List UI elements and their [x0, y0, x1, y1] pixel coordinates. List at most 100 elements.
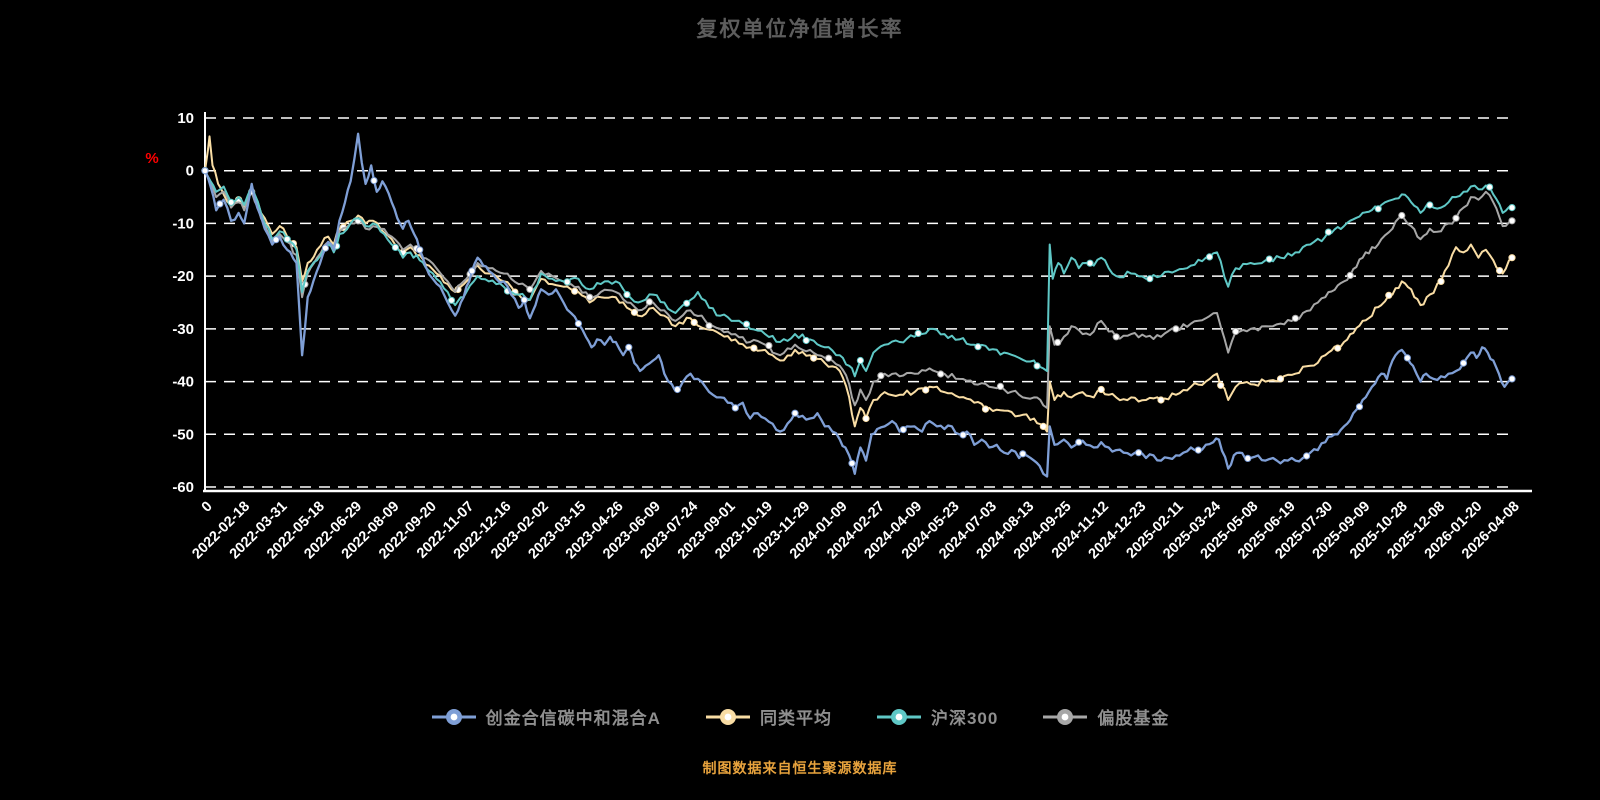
series-marker-dot	[216, 200, 224, 208]
y-tick-label: -50	[172, 426, 194, 443]
series-marker-dot	[1374, 205, 1382, 213]
series-marker-dot	[705, 322, 713, 330]
legend-label-peer-average: 同类平均	[759, 709, 832, 728]
series-marker-dot	[370, 177, 378, 185]
series-marker-dot	[1019, 450, 1027, 458]
series-marker-dot	[416, 246, 424, 254]
series-marker-dot	[272, 236, 280, 244]
x-tick-label: 0	[199, 499, 216, 516]
legend-item-peer-average[interactable]: 同类平均	[705, 704, 832, 729]
series-marker-dot	[974, 343, 982, 351]
y-tick-label: 0	[186, 163, 194, 180]
series-marker-dot	[1437, 277, 1445, 285]
series-marker-dot	[1135, 449, 1143, 457]
series-marker-dot	[914, 329, 922, 337]
legend-marker-icon	[705, 708, 750, 725]
series-marker-dot	[1054, 338, 1062, 346]
series-marker-dot	[1508, 254, 1516, 262]
series-marker-dot	[742, 320, 751, 328]
series-marker-dot	[1452, 214, 1460, 222]
series-marker-dot	[877, 372, 885, 380]
series-marker-dot	[1459, 359, 1468, 367]
series-marker-dot	[1403, 354, 1412, 362]
y-tick-label: -20	[172, 268, 194, 285]
data-source-caption: 制图数据来自恒生聚源数据库	[702, 760, 898, 776]
legend-label-hs300: 沪深300	[930, 709, 999, 728]
series-marker-dot	[673, 385, 682, 394]
series-marker-dot	[937, 370, 945, 378]
series-marker-dot	[1508, 204, 1516, 212]
y-tick-label: -60	[172, 479, 194, 496]
legend-item-hs300[interactable]: 沪深300	[876, 704, 998, 729]
series-marker-dot	[1355, 403, 1364, 411]
series-marker-dot	[690, 318, 698, 326]
y-tick-label: -30	[172, 321, 194, 338]
series-marker-dot	[1172, 325, 1180, 333]
series-marker-dot	[563, 278, 571, 286]
series-marker-dot	[574, 320, 583, 328]
series-marker-dot	[922, 386, 930, 394]
series-marker-dot	[1194, 446, 1202, 454]
series-marker-dot	[1291, 314, 1300, 322]
y-tick-label: -40	[172, 374, 194, 391]
series-marker-dot	[623, 291, 631, 299]
series-marker-dot	[1146, 275, 1154, 283]
series-marker-dot	[391, 243, 399, 251]
chart-title: 复权单位净值增长率	[696, 18, 904, 41]
series-marker-dot	[1385, 291, 1393, 299]
series-marker-dot	[765, 342, 773, 350]
series-marker-dot	[1086, 259, 1094, 267]
series-marker-dot	[1486, 183, 1494, 191]
series-marker-dot	[625, 343, 633, 351]
series-marker-dot	[1346, 271, 1354, 279]
series-marker-dot	[1232, 327, 1240, 336]
series-line-equity-fund	[204, 169, 1513, 409]
series-marker-dot	[1112, 333, 1120, 341]
legend-label-equity-fund: 偏股基金	[1097, 709, 1170, 728]
legend-marker-icon	[876, 708, 921, 725]
series-marker-dot	[825, 354, 833, 362]
series-marker-dot	[1097, 385, 1105, 394]
series-marker-dot	[1039, 422, 1047, 430]
series-marker-dot	[856, 356, 865, 365]
series-marker-dot	[848, 459, 856, 467]
y-tick-label: 10	[177, 110, 194, 127]
series-marker-dot	[791, 409, 799, 417]
series-marker-dot	[959, 431, 967, 439]
series-marker-dot	[862, 414, 870, 423]
series-marker-dot	[1217, 381, 1225, 389]
series-marker-dot	[1075, 438, 1083, 446]
series-marker-dot	[1398, 211, 1406, 220]
series-marker-dot	[571, 287, 579, 295]
legend-marker-icon	[1043, 708, 1088, 725]
series-marker-dot	[1508, 375, 1516, 383]
series-marker-dot	[1157, 396, 1165, 404]
series-marker-dot	[447, 296, 456, 304]
y-axis-unit-label: %	[145, 150, 158, 167]
legend-item-fund[interactable]: 创金合信碳中和混合A	[431, 704, 661, 729]
series-marker-dot	[1205, 253, 1214, 261]
legend-label-fund: 创金合信碳中和混合A	[485, 709, 661, 728]
series-marker-dot	[1426, 201, 1434, 209]
series-marker-dot	[227, 198, 235, 206]
series-marker-dot	[810, 354, 818, 362]
series-marker-dot	[321, 244, 329, 252]
legend-item-equity-fund[interactable]: 偏股基金	[1042, 704, 1169, 729]
series-marker-dot	[683, 299, 691, 307]
series-line-fund	[203, 132, 1514, 478]
series-marker-dot	[1334, 344, 1342, 352]
series-marker-dot	[520, 296, 528, 304]
y-tick-label: -10	[172, 215, 194, 232]
series-marker-dot	[1324, 228, 1333, 236]
series-marker-dot	[996, 382, 1005, 390]
series-marker-dot	[1276, 375, 1285, 383]
series-marker-dot	[630, 308, 639, 316]
legend-marker-icon	[431, 708, 476, 725]
series-marker-dot	[1496, 267, 1504, 275]
series-marker-dot	[468, 267, 476, 275]
series-marker-dot	[750, 344, 758, 352]
series-marker-dot	[645, 298, 654, 306]
series-marker-dot	[1508, 217, 1516, 225]
